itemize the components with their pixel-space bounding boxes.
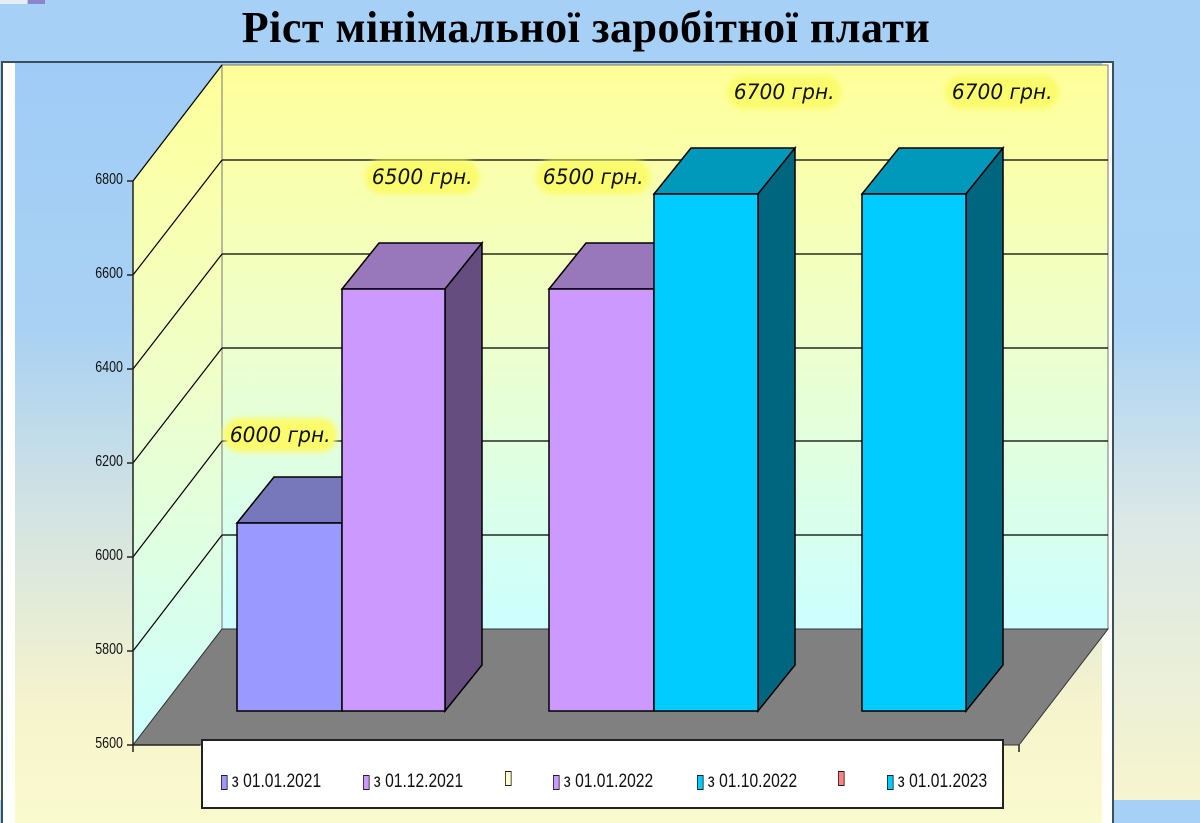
legend-item-empty-2 <box>838 771 849 786</box>
y-tick-6600: 6600 <box>95 265 123 282</box>
legend-item-2021-01-01: з 01.01.2021 <box>221 771 321 793</box>
corner-decoration <box>0 0 45 4</box>
y-tick-5600: 5600 <box>95 735 123 752</box>
data-label-6500-b: 6500 грн. <box>539 163 648 191</box>
legend-swatch-icon <box>838 771 845 786</box>
corner-decoration-purple <box>28 0 45 4</box>
legend-item-2021-12-01: з 01.12.2021 <box>363 771 463 793</box>
bar-2021-12-01 <box>340 240 484 714</box>
legend-swatch-icon <box>697 774 704 790</box>
chart-legend: з 01.01.2021 з 01.12.2021 з 01.01.2022 з… <box>201 739 1004 809</box>
y-axis <box>127 180 1020 752</box>
y-tick-5800: 5800 <box>95 641 123 658</box>
legend-swatch-icon <box>221 774 228 790</box>
y-tick-6800: 6800 <box>95 171 123 188</box>
legend-label: з 01.01.2021 <box>231 771 322 792</box>
legend-swatch-icon <box>887 774 894 790</box>
legend-swatch-icon <box>505 771 512 786</box>
legend-item-empty-1 <box>505 771 516 786</box>
page-title: Ріст мінімальної заробітної плати <box>241 3 931 52</box>
legend-swatch-icon <box>553 774 560 790</box>
legend-label: з 01.01.2022 <box>563 771 654 792</box>
y-tick-6000: 6000 <box>95 547 123 564</box>
legend-label: з 01.01.2023 <box>897 771 988 792</box>
corner-decoration-white <box>0 0 27 4</box>
chart-plot <box>127 63 1110 752</box>
legend-label: з 01.12.2021 <box>373 771 464 792</box>
legend-swatch-icon <box>363 774 370 790</box>
bar-2022-10-01 <box>652 145 797 714</box>
y-tick-6200: 6200 <box>95 453 123 470</box>
data-label-6700-b: 6700 грн. <box>948 78 1057 106</box>
data-label-6500-a: 6500 грн. <box>368 163 477 191</box>
data-label-6700-a: 6700 грн. <box>730 78 839 106</box>
y-tick-6400: 6400 <box>95 359 123 376</box>
legend-item-2022-10-01: з 01.10.2022 <box>697 771 797 793</box>
bar-2023-01-01 <box>860 145 1005 714</box>
data-label-6000: 6000 грн. <box>226 421 335 449</box>
frame-edge-left <box>3 63 15 823</box>
legend-item-2023-01-01: з 01.01.2023 <box>887 771 987 793</box>
legend-item-2022-01-01: з 01.01.2022 <box>553 771 653 793</box>
legend-label: з 01.10.2022 <box>707 771 798 792</box>
